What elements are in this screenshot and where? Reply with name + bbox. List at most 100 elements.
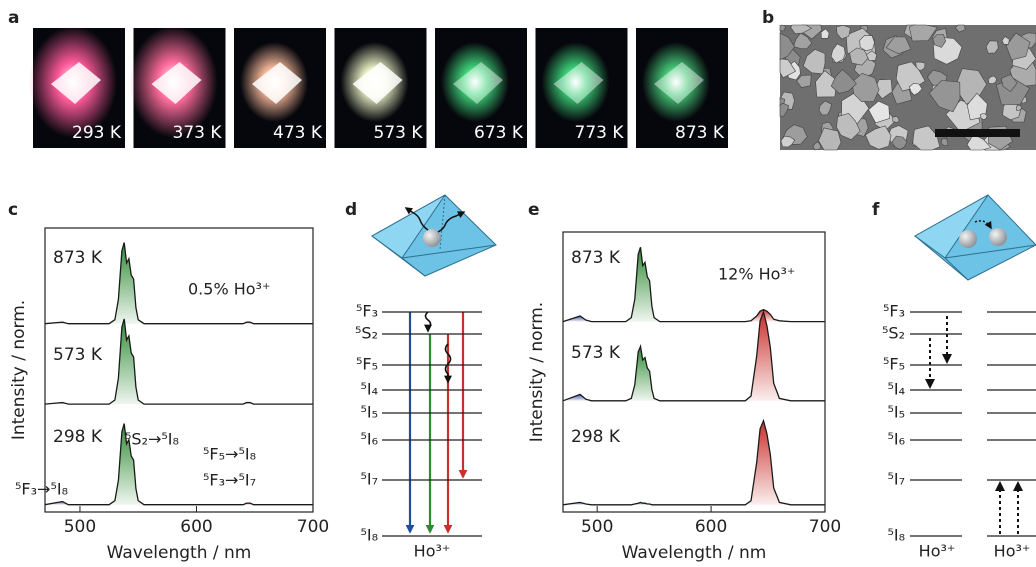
glow: [642, 42, 710, 122]
panel-label: a: [8, 8, 19, 28]
grain: [892, 115, 900, 123]
y-axis-label: Intensity / norm.: [9, 300, 29, 440]
glow: [441, 42, 509, 122]
transition-arrows: [925, 316, 1023, 534]
level-label: ⁵F₅: [883, 355, 905, 374]
peak-fill: [619, 247, 666, 322]
grain: [779, 32, 795, 61]
grain: [980, 113, 988, 120]
photo-label: 573 K: [374, 123, 424, 143]
series-label: 573 K: [53, 345, 103, 365]
glow-core: [51, 62, 101, 104]
ion-label: Ho³⁺: [414, 542, 451, 561]
grain: [928, 80, 961, 113]
x-tick-label: 600: [695, 517, 727, 537]
grain: [868, 100, 890, 124]
ion-label: Ho³⁺: [994, 542, 1031, 561]
grain: [912, 125, 941, 151]
grain: [830, 68, 857, 94]
panel-label: f: [872, 200, 880, 220]
grain: [885, 36, 912, 55]
grain: [891, 135, 908, 150]
panel-label: d: [345, 200, 357, 220]
series-label: 573 K: [571, 343, 621, 363]
spectrum-line: [44, 318, 313, 405]
peak-fill: [219, 402, 279, 405]
grain: [1000, 74, 1018, 93]
grain: [820, 28, 830, 39]
grain: [796, 74, 812, 88]
grain: [790, 24, 813, 35]
photo-label: 293 K: [72, 123, 122, 143]
grain: [851, 72, 880, 102]
glow-core: [252, 62, 302, 104]
grain: [815, 70, 838, 98]
grain: [830, 43, 846, 64]
panel-label: b: [762, 8, 774, 28]
x-tick-label: 700: [809, 517, 841, 537]
spectrum-line: [562, 309, 825, 402]
grain: [908, 24, 938, 42]
grain: [866, 50, 878, 62]
peak-fill: [563, 316, 598, 322]
glow-core: [151, 62, 202, 104]
annotation: 12% Ho³⁺: [718, 265, 795, 284]
photo-label: 773 K: [575, 123, 625, 143]
grain: [818, 100, 832, 116]
annotation: ⁵F₃→⁵I₇: [203, 471, 256, 490]
panel-label: e: [528, 200, 540, 220]
grain: [779, 102, 790, 117]
peak-fill: [103, 423, 150, 505]
annotation: ⁵S₂→⁵I₈: [125, 430, 179, 449]
peak-fill: [619, 346, 666, 401]
level-label: ⁵F₃: [883, 302, 905, 321]
grain: [836, 24, 851, 40]
grain: [836, 112, 861, 141]
level-label: ⁵F₃: [356, 302, 378, 321]
photo-label: 673 K: [474, 123, 524, 143]
spectrum-line: [562, 418, 825, 506]
crystal-icon: [914, 194, 1036, 281]
series-label: 298 K: [571, 427, 621, 447]
grain: [865, 125, 892, 150]
grain: [1001, 36, 1010, 45]
ion-label: Ho³⁺: [919, 542, 956, 561]
grain: [954, 24, 966, 33]
photo-label: 873 K: [675, 123, 725, 143]
peak-fill: [219, 322, 279, 324]
glow-core: [654, 62, 704, 104]
peak-fill: [103, 318, 150, 405]
level-label: ⁵I₈: [360, 526, 378, 545]
series-label: 298 K: [53, 427, 103, 447]
grain: [812, 141, 822, 151]
photo-label: 373 K: [173, 123, 223, 143]
glow-core: [352, 62, 403, 104]
grain: [987, 75, 997, 85]
transition-arrows: [405, 311, 468, 534]
grain: [966, 92, 988, 121]
level-label: ⁵I₄: [887, 380, 905, 399]
glow-core: [453, 62, 503, 104]
x-tick-label: 500: [64, 517, 96, 537]
spectrum-line: [44, 242, 313, 325]
peak-fill: [103, 242, 150, 324]
plot-frame: [562, 231, 826, 513]
grain: [908, 83, 923, 96]
glow-core: [553, 62, 604, 104]
level-label: ⁵S₂: [882, 324, 905, 343]
annotation: ⁵F₅→⁵I₈: [203, 445, 256, 464]
grain: [793, 32, 813, 50]
peak-fill: [733, 312, 791, 401]
crystal-icon: [371, 194, 497, 277]
level-label: ⁵F₅: [356, 355, 378, 374]
grain: [985, 40, 999, 54]
scale-bar: [935, 129, 1020, 137]
grain: [802, 49, 826, 75]
grain: [1015, 104, 1022, 111]
annotation: ⁵F₃→⁵I₈: [15, 480, 68, 499]
plot-frame: [44, 227, 314, 513]
spectrum-line: [44, 423, 313, 506]
x-tick-label: 500: [581, 517, 613, 537]
peak-fill: [219, 503, 279, 505]
